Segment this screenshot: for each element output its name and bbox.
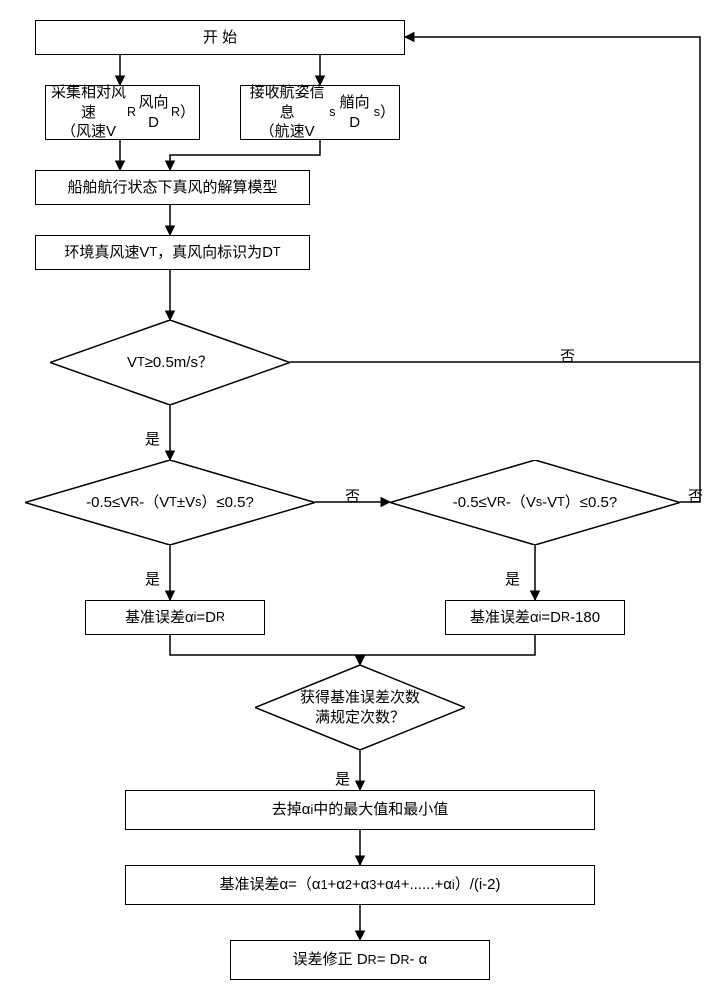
node-remove: 去掉αi中的最大值和最小值 xyxy=(125,790,595,830)
node-env: 环境真风速VT，真风向标识为DT xyxy=(35,235,310,270)
node-err1: 基准误差αi=DR xyxy=(85,600,265,635)
node-d3: -0.5≤VR-（Vs-VT）≤0.5? xyxy=(390,460,680,545)
label-d2_no: 否 xyxy=(345,485,360,506)
node-d2: -0.5≤VR-（VT±Vs）≤0.5? xyxy=(25,460,315,545)
node-d4: 获得基准误差次数满规定次数？ xyxy=(255,665,465,750)
label-d3_no: 否 xyxy=(688,485,703,506)
node-receive: 接收航姿信息（航速Vs艏向Ds） xyxy=(240,85,400,140)
node-collect: 采集相对风速（风速VR风向DR） xyxy=(45,85,200,140)
flowchart-canvas: 开 始采集相对风速（风速VR风向DR） 接收航姿信息（航速Vs艏向Ds） 船舶航行状… xyxy=(0,0,724,1000)
node-start: 开 始 xyxy=(35,20,405,55)
label-d1_no: 否 xyxy=(560,345,575,366)
node-d1: VT≥0.5m/s？ xyxy=(50,320,290,405)
node-corr: 误差修正 DR = DR - α xyxy=(230,940,490,980)
node-avg: 基准误差α=（α1+α2+α3+α4+......+αi）/(i-2) xyxy=(125,865,595,905)
label-d3_yes: 是 xyxy=(505,568,520,589)
node-err2: 基准误差αi=DR-180 xyxy=(445,600,625,635)
label-d4_yes: 是 xyxy=(335,768,350,789)
node-model: 船舶航行状态下真风的解算模型 xyxy=(35,170,310,205)
label-d1_yes: 是 xyxy=(145,428,160,449)
label-d2_yes: 是 xyxy=(145,568,160,589)
